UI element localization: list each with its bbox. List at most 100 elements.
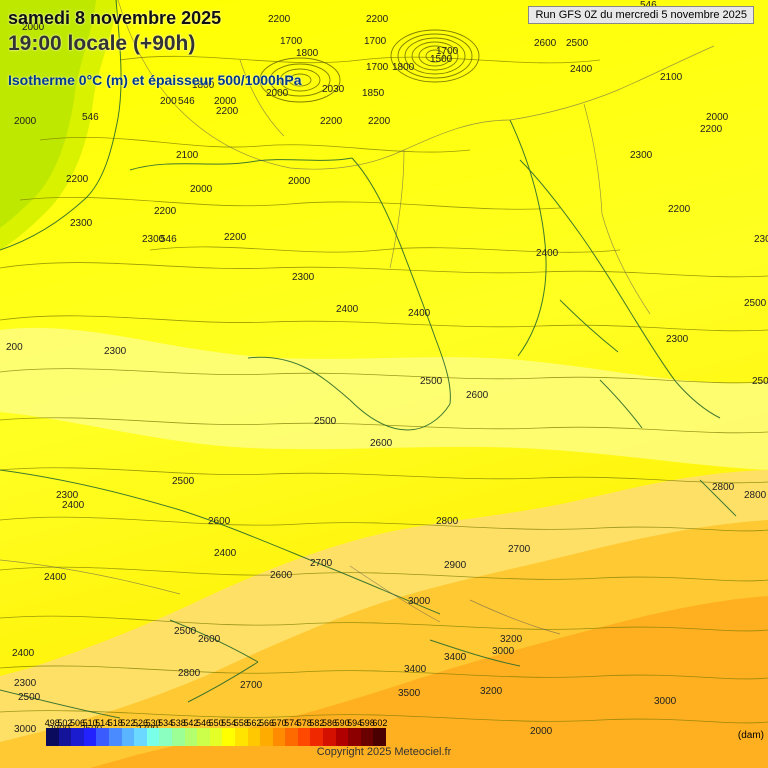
legend-tick: 566	[258, 718, 275, 728]
contour-label: 2300	[14, 678, 37, 689]
contour-label: 1700	[364, 36, 387, 47]
legend-tick: 502	[57, 718, 73, 728]
contour-label: 200	[160, 96, 177, 107]
contour-label: 2500	[174, 626, 197, 637]
contour-label: 3500	[398, 688, 421, 699]
contour-label: 2200	[268, 14, 291, 25]
contour-label: 2200	[320, 116, 343, 127]
contour-label: 2000	[530, 726, 553, 737]
legend-tick: 582	[309, 718, 325, 728]
contour-label: 2400	[44, 572, 67, 583]
legend-swatch	[297, 728, 311, 746]
contour-label: 2700	[240, 680, 263, 691]
contour-label: 1500	[430, 54, 453, 65]
legend-tick: 522	[120, 718, 136, 728]
forecast-date: samedi 8 novembre 2025	[8, 8, 222, 28]
legend-tick: 510	[82, 718, 98, 728]
thickness-band-pale	[0, 327, 768, 470]
legend-tick: 598	[359, 718, 375, 728]
contour-label: 1800	[192, 80, 215, 91]
borders	[0, 0, 715, 635]
contour-label: 3200	[500, 634, 523, 645]
contour-label: 2500	[420, 376, 443, 387]
contour-label: 3400	[404, 664, 427, 675]
contour-label: 2700	[310, 558, 333, 569]
contour-label: 2800	[744, 490, 767, 501]
contour-label: 2500	[566, 38, 589, 49]
legend-swatch	[373, 728, 387, 746]
legend-tick: 550	[208, 718, 224, 728]
contour-label: 3400	[444, 652, 467, 663]
color-scale-legend: 498 502 506 510 514 518 522 526 530 534 538 542 546 5…	[0, 718, 768, 746]
legend-swatch	[209, 728, 223, 746]
legend-swatch	[360, 728, 374, 746]
contour-label: 2300	[292, 272, 315, 283]
legend-tick: 586	[321, 718, 338, 728]
legend-tick-labels: 498 502 506 510 514 518 522 526 530 534 538 542 546 5…	[0, 718, 768, 730]
contour-label: 2400	[214, 548, 237, 559]
contour-knot	[259, 29, 480, 103]
contour-label: 546	[178, 96, 195, 107]
contour-label: 2000	[190, 184, 213, 195]
contour-label: 2200	[66, 174, 89, 185]
legend-swatch	[121, 728, 135, 746]
legend-swatch	[272, 728, 286, 746]
legend-swatch	[184, 728, 198, 746]
legend-unit-label: (dam)	[737, 730, 764, 741]
contour-label: 2100	[660, 72, 683, 83]
contour-label: 2300	[666, 334, 689, 345]
contour-label-layer: 2200220020001900546200020005461700180017…	[6, 0, 768, 737]
legend-tick: 518	[107, 718, 123, 728]
contour-label: 2600	[198, 634, 221, 645]
contour-label: 2400	[336, 304, 359, 315]
legend-tick: 506	[69, 718, 86, 728]
legend-tick: 530	[145, 718, 161, 728]
legend-tick: 574	[284, 718, 300, 728]
contour-label: 1700	[280, 36, 303, 47]
contour-label: 2500	[314, 416, 337, 427]
contour-label: 2000	[706, 112, 729, 123]
legend-swatch	[96, 728, 109, 746]
contour-label: 2700	[508, 544, 531, 555]
contour-label: 3000	[408, 596, 431, 607]
legend-swatch	[234, 728, 248, 746]
contour-label: 230	[754, 234, 768, 245]
forecast-hour-offset: (+90h)	[132, 32, 196, 55]
contour-label: 546	[640, 0, 657, 11]
parameter-title: Isotherme 0°C (m) et épaisseur 500/1000h…	[8, 72, 302, 88]
contour-label: 2300	[70, 218, 93, 229]
contour-label: 3000	[654, 696, 677, 707]
legend-swatch	[146, 728, 160, 746]
contour-label: 2000	[288, 176, 311, 187]
legend-tick: 514	[95, 718, 111, 728]
contour-label: 2100	[176, 150, 199, 161]
legend-swatch	[46, 728, 59, 746]
contour-label: 2600	[208, 516, 231, 527]
contour-label: 2500	[18, 692, 41, 703]
legend-tick: 590	[334, 718, 350, 728]
contour-label: 1700	[436, 46, 459, 57]
legend-tick: 578	[296, 718, 312, 728]
contour-label: 2300	[630, 150, 653, 161]
legend-swatch	[335, 728, 349, 746]
contour-label: 2500	[744, 298, 767, 309]
forecast-hour: 19:00 locale (+90h)	[8, 32, 195, 56]
contour-label: 546	[82, 112, 99, 123]
legend-swatch	[159, 728, 172, 746]
legend-swatch	[108, 728, 122, 746]
contour-label: 2400	[62, 500, 85, 511]
contour-label: 2000	[14, 116, 37, 127]
legend-swatch	[260, 728, 273, 746]
contour-label: 2600	[270, 570, 293, 581]
legend-tick: 498	[44, 718, 60, 728]
contour-label: 3200	[480, 686, 503, 697]
contour-label: 2300	[104, 346, 127, 357]
legend-tick: 554	[221, 718, 237, 728]
legend-swatch	[171, 728, 185, 746]
legend-swatch	[58, 728, 72, 746]
contour-label: 2600	[370, 438, 393, 449]
contour-label: 2200	[154, 206, 177, 217]
forecast-hour-value: 19:00 locale	[8, 32, 128, 55]
